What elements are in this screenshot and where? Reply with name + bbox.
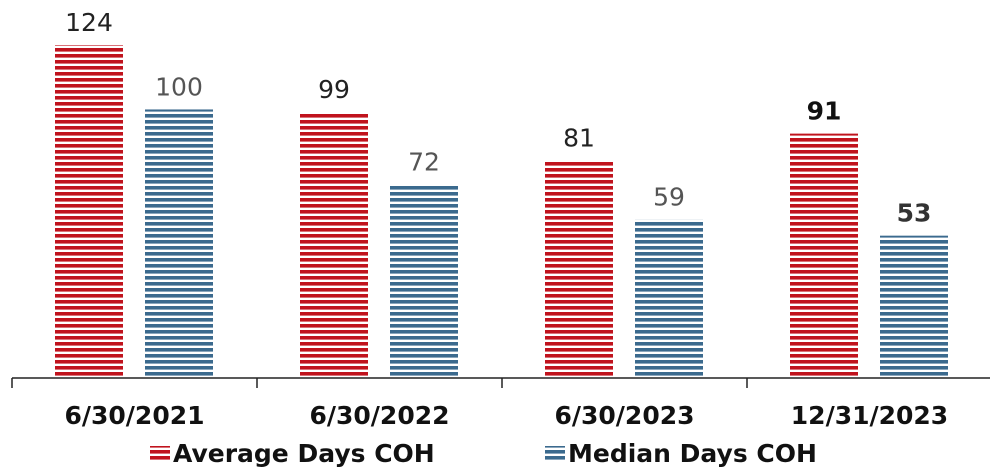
- bar: [390, 184, 458, 378]
- x-tick-label: 6/30/2022: [309, 401, 449, 430]
- value-label: 99: [318, 75, 350, 104]
- x-tick-label: 6/30/2023: [554, 401, 694, 430]
- legend-swatch: [150, 446, 170, 460]
- legend-item: Average Days COH: [150, 439, 435, 468]
- legend-swatch: [545, 446, 565, 460]
- x-tick-label: 12/31/2023: [791, 401, 948, 430]
- x-tick-label: 6/30/2021: [64, 401, 204, 430]
- bar: [635, 219, 703, 378]
- legend-item: Median Days COH: [545, 439, 817, 468]
- value-label: 81: [563, 123, 595, 152]
- value-label: 100: [155, 72, 203, 101]
- value-label: 72: [408, 148, 440, 177]
- legend-label: Median Days COH: [568, 439, 817, 468]
- legend-label: Average Days COH: [173, 439, 435, 468]
- value-label: 53: [897, 199, 932, 228]
- bar: [145, 109, 213, 379]
- bar: [790, 133, 858, 378]
- bar: [55, 45, 123, 378]
- value-label: 59: [653, 183, 685, 212]
- bar: [300, 112, 368, 379]
- bar: [880, 235, 948, 378]
- value-label: 91: [807, 97, 842, 126]
- value-label: 124: [65, 8, 113, 37]
- bar: [545, 160, 613, 378]
